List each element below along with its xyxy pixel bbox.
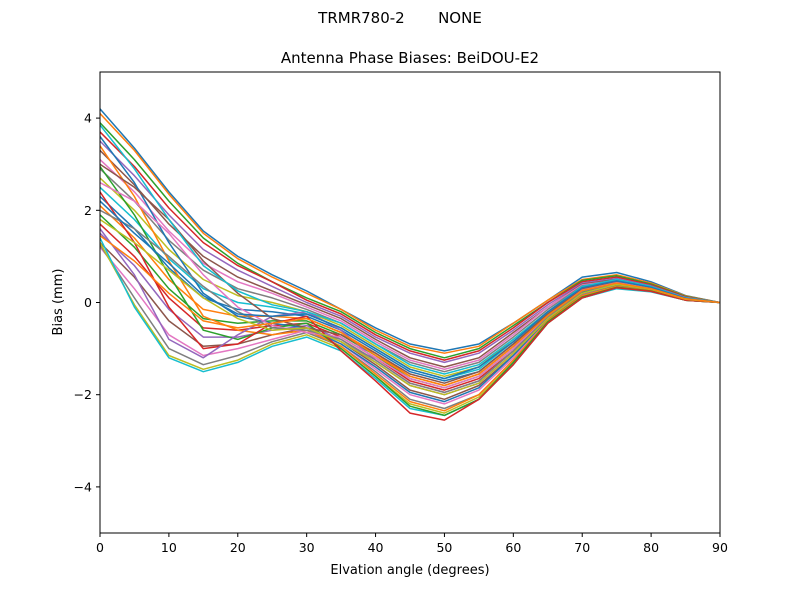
series-line-30 xyxy=(100,124,720,375)
series-line-22 xyxy=(100,145,720,412)
series-line-2 xyxy=(100,112,720,354)
series-line-29 xyxy=(100,218,720,396)
y-tick-label: 2 xyxy=(84,203,92,218)
x-tick-label: 70 xyxy=(574,540,590,555)
y-axis: −4 −2 0 2 4 xyxy=(74,111,100,494)
x-axis: 0 10 20 30 40 50 60 70 80 90 xyxy=(96,533,728,555)
series-line-6 xyxy=(100,149,720,368)
x-tick-label: 30 xyxy=(299,540,315,555)
series-line-26 xyxy=(100,163,720,384)
figure-suptitle: TRMR780-2 NONE xyxy=(318,9,482,27)
series-layer xyxy=(100,108,720,421)
series-line-5 xyxy=(100,140,720,364)
y-tick-label: −4 xyxy=(74,479,92,494)
series-line-31 xyxy=(100,200,720,380)
x-tick-label: 50 xyxy=(436,540,452,555)
x-tick-label: 0 xyxy=(96,540,104,555)
y-tick-label: 4 xyxy=(84,111,92,126)
y-axis-label: Bias (mm) xyxy=(51,269,66,336)
plot-frame xyxy=(99,71,721,534)
series-line-3 xyxy=(100,122,720,359)
series-line-4 xyxy=(100,131,720,361)
x-tick-label: 90 xyxy=(712,540,728,555)
y-tick-label: −2 xyxy=(74,387,92,402)
series-line-32 xyxy=(100,235,720,387)
x-tick-label: 20 xyxy=(230,540,246,555)
x-tick-label: 80 xyxy=(643,540,659,555)
x-axis-label: Elvation angle (degrees) xyxy=(330,563,489,578)
x-tick-label: 40 xyxy=(368,540,384,555)
chart-title: Antenna Phase Biases: BeiDOU-E2 xyxy=(280,49,540,67)
series-line-24 xyxy=(100,191,720,421)
x-tick-label: 60 xyxy=(505,540,521,555)
x-tick-label: 10 xyxy=(161,540,177,555)
series-line-1 xyxy=(100,108,720,352)
series-line-20 xyxy=(100,237,720,417)
y-tick-label: 0 xyxy=(84,295,92,310)
